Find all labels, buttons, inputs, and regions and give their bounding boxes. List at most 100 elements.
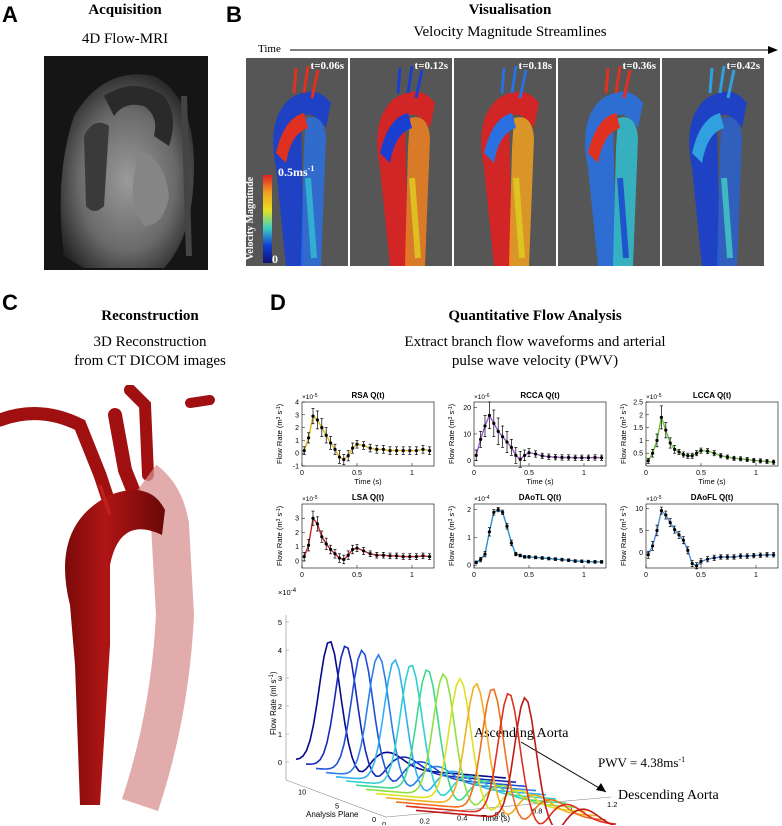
data-point [474, 560, 478, 565]
panel-a-title: Acquisition [88, 2, 162, 18]
data-point [395, 554, 399, 558]
data-point [673, 447, 677, 451]
data-point [523, 453, 527, 457]
exponent-label: ×10-5 [646, 393, 662, 401]
exponent-label: ×10-6 [474, 393, 490, 401]
waterfall-x-axis [385, 796, 612, 818]
descending-aorta-label: Descending Aorta [618, 788, 719, 803]
flow-chart: LCCA Q(t) ×10-5 0.5 1 1.5 2 2.5 0 0.5 1 Time (s) Fl… [619, 391, 779, 486]
data-point [496, 429, 500, 433]
chart-title: RSA Q(t) [351, 391, 384, 400]
chart-title: RCCA Q(t) [520, 391, 560, 400]
data-point [346, 553, 350, 557]
plot-frame [301, 503, 435, 569]
data-point [401, 449, 405, 453]
y-tick-label: 4 [295, 400, 299, 407]
aorta-3d-model [0, 385, 215, 812]
data-point [651, 544, 655, 548]
data-point [346, 454, 350, 458]
data-point [651, 451, 655, 455]
data-point [772, 460, 776, 464]
data-point [664, 513, 668, 517]
data-point [333, 447, 337, 451]
data-point [664, 428, 668, 432]
x-tick-label: 1 [410, 572, 414, 579]
data-point [514, 453, 518, 457]
data-point [690, 561, 694, 566]
y-tick-label: 3 [295, 516, 299, 523]
panel-letter-a: A [2, 2, 18, 27]
plot-frame [301, 401, 435, 467]
data-point [483, 552, 487, 556]
time-arrow [290, 46, 778, 54]
y-tick-label: 1 [467, 535, 471, 542]
data-point [699, 449, 703, 453]
data-point [673, 528, 677, 532]
chart-title: LCCA Q(t) [693, 391, 732, 400]
data-point [337, 455, 341, 459]
y-tick-label: 1 [639, 438, 643, 445]
panel-b-subtitle: Velocity Magnitude Streamlines [413, 24, 607, 40]
data-point [414, 555, 418, 559]
data-point [428, 449, 432, 453]
x-axis-label: Time (s) [526, 579, 554, 580]
data-point [732, 456, 736, 460]
data-point [487, 413, 491, 417]
frame-time-label: t=0.36s [622, 60, 656, 72]
data-point [681, 538, 685, 542]
data-point [408, 449, 412, 453]
data-point [474, 453, 478, 457]
data-point [580, 559, 584, 563]
data-point [527, 451, 531, 455]
data-point [311, 516, 315, 520]
y-tick-label: 10 [463, 432, 471, 439]
waterfall-y-tick: 3 [278, 674, 282, 683]
data-point [355, 546, 359, 550]
data-point [668, 441, 672, 445]
plane-waveform [385, 682, 597, 817]
chart-title: DAoTL Q(t) [519, 493, 562, 502]
data-point [600, 456, 604, 460]
waterfall-x-tick: 0.8 [532, 807, 542, 816]
streamline-frame: t=0.36s [558, 58, 660, 266]
data-point [706, 557, 710, 561]
y-tick-label: 2 [295, 425, 299, 432]
data-point [745, 554, 749, 558]
data-point [381, 553, 385, 557]
waterfall-z-tick: 10 [298, 788, 306, 797]
data-point [421, 554, 425, 558]
data-point [315, 522, 319, 526]
waterfall-y-tick: 1 [278, 730, 282, 739]
data-point [514, 552, 518, 556]
data-point [593, 560, 597, 564]
data-point [509, 445, 513, 449]
y-tick-label: 1.5 [633, 425, 643, 432]
data-point [580, 456, 584, 460]
data-point [739, 457, 743, 461]
y-axis-label: Flow Rate (m3 s-1) [447, 505, 456, 566]
y-axis-label: Flow Rate (m3 s-1) [447, 403, 456, 464]
data-point [311, 414, 315, 418]
plane-waveform [415, 696, 616, 825]
data-point [307, 543, 311, 547]
data-point [421, 447, 425, 451]
data-point [547, 556, 551, 561]
data-point [342, 458, 346, 462]
y-tick-label: 1 [295, 544, 299, 551]
panel-c-subtitle: 3D Reconstruction from CT DICOM images [74, 334, 226, 369]
x-tick-label: 0 [300, 572, 304, 579]
y-tick-label: 0 [467, 458, 471, 465]
data-point [686, 454, 690, 458]
x-tick-label: 0.5 [352, 572, 362, 579]
y-tick-label: 5 [639, 528, 643, 535]
exponent-label: ×10-5 [302, 393, 318, 401]
data-point [567, 455, 571, 460]
x-axis-label: Time (s) [354, 579, 382, 580]
y-tick-label: 2.5 [633, 400, 643, 407]
data-point [758, 553, 762, 557]
data-point [527, 555, 531, 559]
x-tick-label: 0 [644, 470, 648, 477]
streamline-frame: t=0.42s [662, 58, 764, 266]
flow-chart: LSA Q(t) ×10-5 0 1 2 3 0 0.5 1 Time (s) Flow Rate … [275, 493, 435, 580]
x-axis-label: Time (s) [698, 579, 726, 580]
